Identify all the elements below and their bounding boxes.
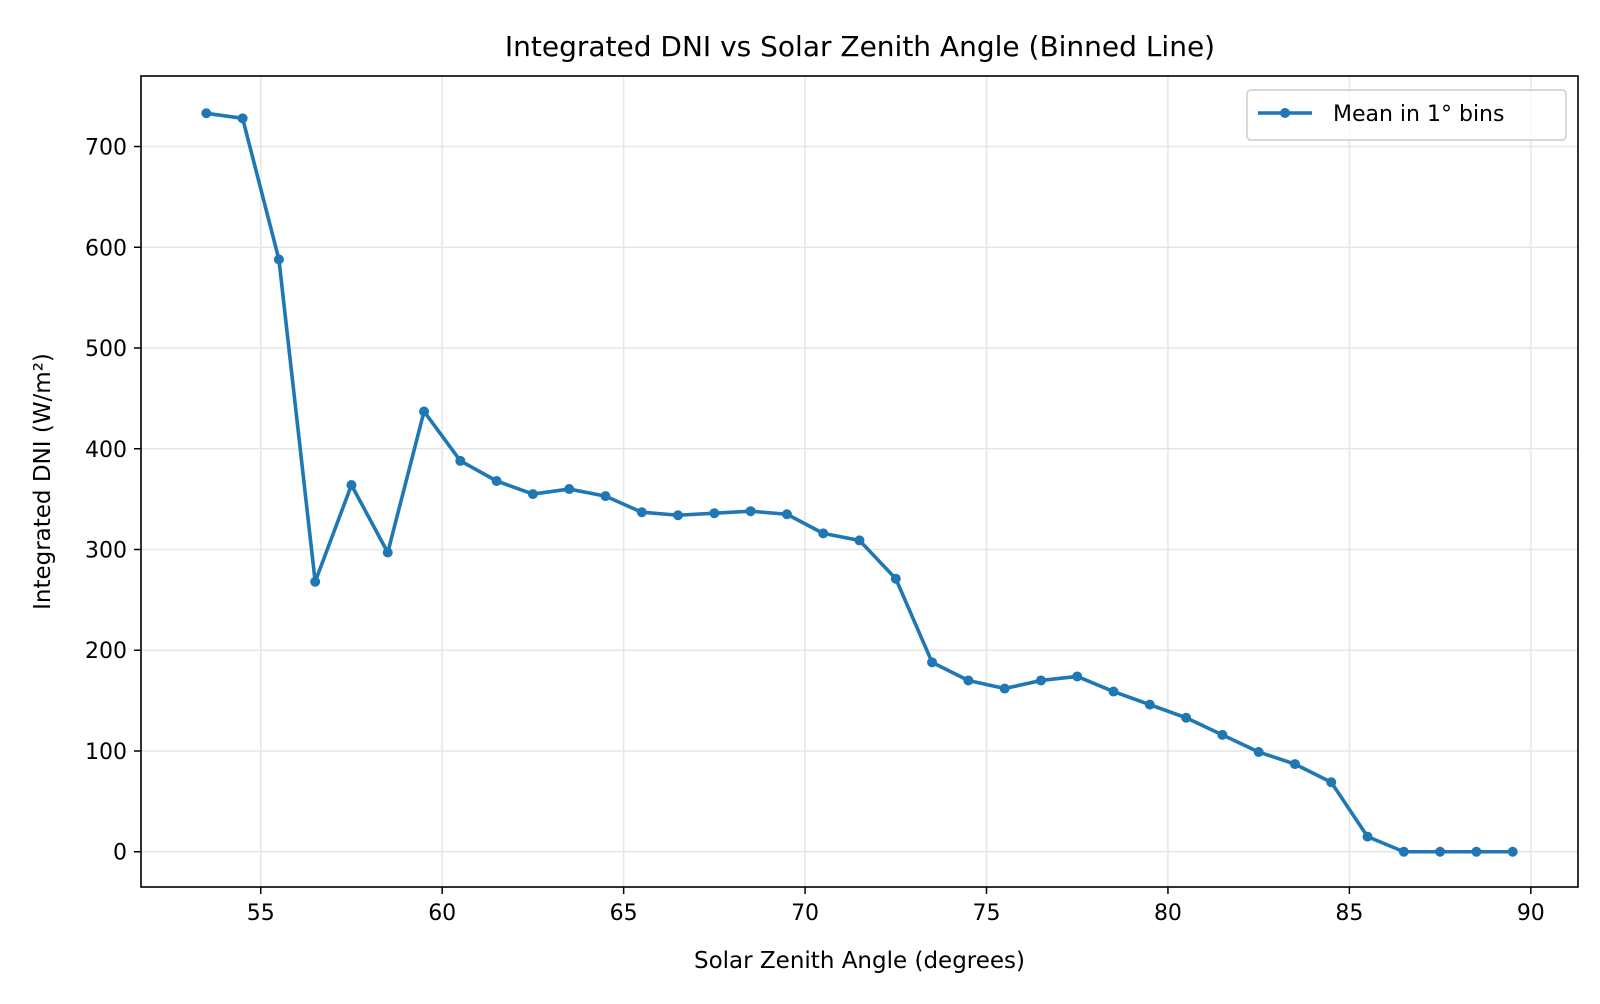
grid-lines (141, 76, 1578, 887)
legend-box (1246, 89, 1567, 141)
x-tick-label: 75 (973, 901, 1001, 926)
data-point (201, 108, 212, 119)
y-tick-label: 200 (85, 639, 127, 664)
data-point (709, 508, 720, 519)
data-point (745, 506, 756, 517)
x-tick-label: 60 (428, 901, 456, 926)
data-point (1072, 671, 1083, 682)
y-tick-label: 600 (85, 236, 127, 261)
data-point (564, 484, 575, 495)
data-point (1362, 831, 1373, 842)
data-point (1144, 699, 1155, 710)
x-tick-label: 90 (1517, 901, 1545, 926)
data-point (237, 113, 248, 124)
data-point (1181, 712, 1192, 723)
data-point (636, 507, 647, 518)
chart-title: Integrated DNI vs Solar Zenith Angle (Bi… (505, 30, 1215, 63)
data-point (927, 657, 938, 668)
plot-area-frame (140, 75, 1579, 888)
legend-marker-swatch (1280, 108, 1290, 118)
y-tick-label: 700 (85, 136, 127, 161)
data-point (346, 480, 357, 491)
data-point (1108, 686, 1119, 697)
x-axis: 55 60 65 70 75 80 85 90 (247, 887, 1545, 926)
data-point (455, 455, 466, 466)
data-point (781, 509, 792, 520)
x-tick-label: 80 (1154, 901, 1182, 926)
y-axis-title: Integrated DNI (W/m²) (30, 353, 56, 610)
x-tick-label: 70 (791, 901, 819, 926)
data-point (491, 475, 502, 486)
data-point (1471, 846, 1482, 857)
y-tick-label: 300 (85, 539, 127, 564)
legend-label-mean-in-1-bins: Mean in 1° bins (1333, 102, 1504, 127)
data-point (1507, 846, 1518, 857)
data-point (382, 547, 393, 558)
y-axis: 0 100 200 300 400 500 600 700 (85, 136, 141, 866)
data-point (963, 675, 974, 686)
data-point (818, 528, 829, 539)
x-tick-label: 65 (610, 901, 638, 926)
x-tick-label: 85 (1335, 901, 1363, 926)
legend: Mean in 1° bins (1246, 89, 1567, 141)
data-point (673, 510, 684, 521)
data-point (999, 683, 1010, 694)
y-tick-label: 0 (113, 841, 127, 866)
data-point (600, 491, 611, 502)
y-tick-label: 500 (85, 337, 127, 362)
data-point (527, 489, 538, 500)
data-point (1253, 747, 1264, 758)
data-point (310, 576, 321, 587)
x-tick-label: 55 (247, 901, 275, 926)
data-point (419, 406, 430, 417)
data-point (890, 573, 901, 584)
data-point (1435, 846, 1446, 857)
series-line (204, 111, 1515, 854)
data-point (854, 535, 865, 546)
series-layer (201, 108, 1518, 857)
data-point (1289, 759, 1300, 770)
data-point (1398, 846, 1409, 857)
y-tick-label: 400 (85, 438, 127, 463)
y-tick-label: 100 (85, 740, 127, 765)
data-point (1035, 675, 1046, 686)
data-point (1326, 777, 1337, 788)
data-point (1217, 729, 1228, 740)
x-axis-title: Solar Zenith Angle (degrees) (694, 948, 1025, 974)
data-point (273, 254, 284, 265)
